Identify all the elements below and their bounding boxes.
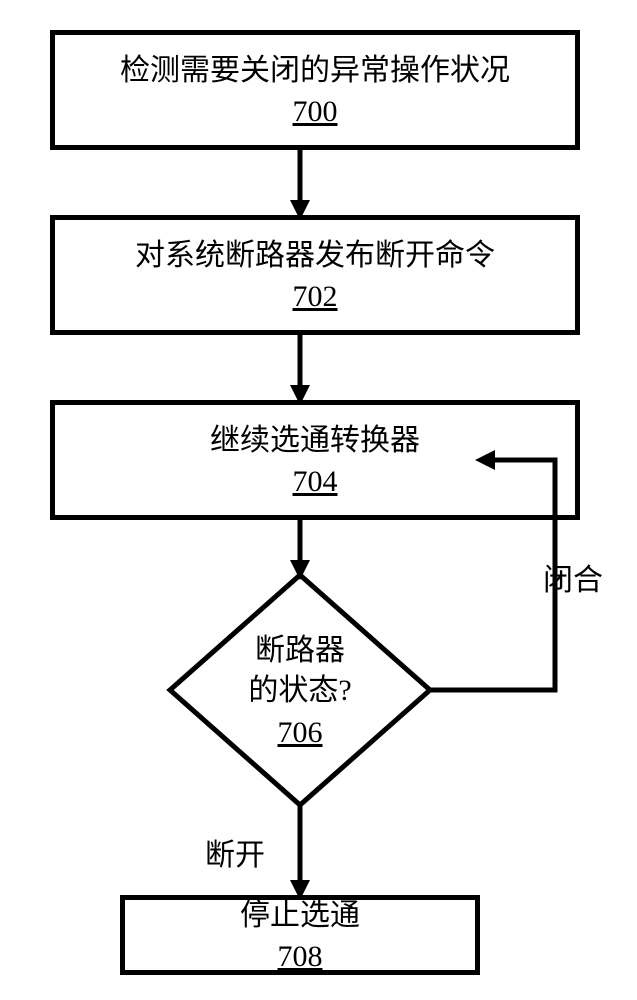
node-label: 检测需要关闭的异常操作状况	[120, 51, 510, 92]
node-label-line2: 的状态?	[248, 671, 351, 712]
node-label: 停止选通	[240, 896, 360, 937]
flowchart-container: 检测需要关闭的异常操作状况 700 对系统断路器发布断开命令 702 继续选通转…	[0, 0, 637, 1000]
node-label-line1: 断路器	[255, 631, 345, 672]
process-node-702: 对系统断路器发布断开命令 702	[50, 215, 580, 335]
edge-label-open: 断开	[205, 830, 265, 874]
node-ref: 702	[293, 280, 338, 314]
process-node-704: 继续选通转换器 704	[50, 400, 580, 520]
node-label: 对系统断路器发布断开命令	[135, 236, 495, 277]
decision-node-706-text: 断路器 的状态? 706	[170, 575, 430, 805]
node-ref: 708	[278, 940, 323, 974]
edge-label-closed: 闭合	[543, 555, 603, 599]
node-ref: 706	[278, 716, 323, 750]
node-ref: 700	[293, 95, 338, 129]
node-label: 继续选通转换器	[210, 421, 420, 462]
node-ref: 704	[293, 465, 338, 499]
process-node-708: 停止选通 708	[120, 895, 480, 975]
process-node-700: 检测需要关闭的异常操作状况 700	[50, 30, 580, 150]
